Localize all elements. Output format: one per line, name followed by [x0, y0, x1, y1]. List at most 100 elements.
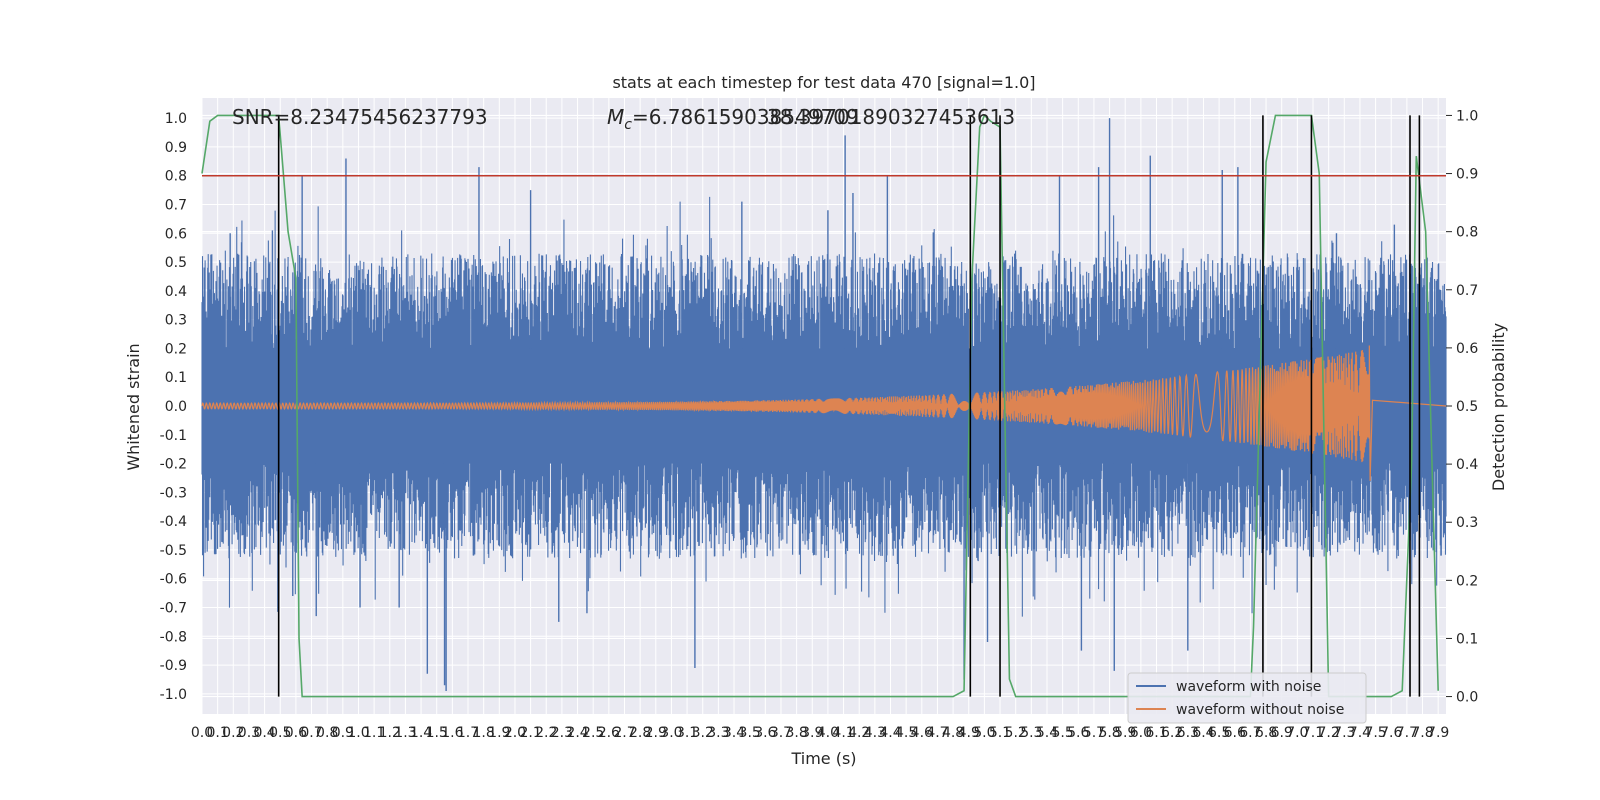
x-tick-label: 0.4 [253, 725, 275, 741]
y2-tick-label: 0.5 [1456, 399, 1478, 415]
x-tick-label: 3.9 [801, 725, 823, 741]
x-tick-label: 4.0 [817, 725, 839, 741]
y2-tick-labels: 1.0 0.9 0.8 0.7 0.6 0.5 0.4 0.3 0.2 0.1 0.0 [1446, 108, 1478, 706]
x-tick-label: 5.3 [1020, 725, 1042, 741]
x-tick-label: 3.4 [723, 725, 745, 741]
y-tick-label: 0.6 [165, 226, 187, 242]
x-tick-label: 5.2 [1005, 725, 1027, 741]
x-tick-label: 5.7 [1083, 725, 1105, 741]
x-tick-label: 2.2 [535, 725, 557, 741]
chirp-mass-value: =6.786159038549709 [632, 105, 859, 129]
x-tick-label: 3.7 [770, 725, 792, 741]
y-tick-label: -1.0 [160, 687, 187, 703]
y-tick-label: -0.1 [160, 428, 187, 444]
y-tick-label: -0.2 [160, 457, 187, 473]
x-tick-label: 1.8 [473, 725, 495, 741]
x-tick-label: 6.1 [1145, 725, 1167, 741]
x-tick-label: 5.9 [1114, 725, 1136, 741]
y-tick-label: -0.8 [160, 629, 187, 645]
chart-title: stats at each timestep for test data 470… [612, 73, 1035, 92]
x-tick-label: 2.6 [598, 725, 620, 741]
y2-tick-label: 0.1 [1456, 631, 1478, 647]
x-tick-label: 2.1 [519, 725, 541, 741]
y2-tick-label: 0.7 [1456, 283, 1478, 299]
clean-waveform-line [201, 345, 1447, 481]
x-tick-label: 6.9 [1271, 725, 1293, 741]
y-tick-label: 0.1 [165, 370, 187, 386]
legend-box [1127, 672, 1367, 724]
x-tick-label: 1.6 [441, 725, 463, 741]
x-tick-label: 0.5 [269, 725, 291, 741]
x-tick-label: 5.1 [989, 725, 1011, 741]
y-tick-label: 0.3 [165, 313, 187, 329]
chirp-mass-symbol: M [607, 105, 624, 129]
x-tick-label: 6.3 [1177, 725, 1199, 741]
x-tick-label: 3.2 [692, 725, 714, 741]
legend-label-clean: waveform without noise [1176, 702, 1344, 718]
y-tick-label: 1.0 [165, 111, 187, 127]
x-tick-label: 4.3 [864, 725, 886, 741]
y-tick-label: -0.6 [160, 572, 187, 588]
x-axis-label: Time (s) [790, 749, 856, 768]
noise-waveform-spikes [229, 118, 1396, 691]
y2-tick-label: 0.4 [1456, 457, 1478, 473]
x-tick-label: 7.8 [1411, 725, 1433, 741]
x-tick-label: 6.7 [1239, 725, 1261, 741]
x-tick-label: 3.6 [754, 725, 776, 741]
x-tick-label: 4.9 [958, 725, 980, 741]
y-tick-label: 0.7 [165, 198, 187, 214]
y-tick-label: 0.5 [165, 255, 187, 271]
chirp-mass-subscript: c [624, 117, 632, 133]
x-tick-label: 6.0 [1130, 725, 1152, 741]
y-tick-label: -0.9 [160, 658, 187, 674]
waveform-without-noise-series [201, 345, 1447, 481]
x-tick-label: 2.5 [582, 725, 604, 741]
vertical-markers [277, 115, 1421, 697]
x-tick-label: 7.4 [1349, 725, 1371, 741]
x-tick-label: 5.0 [973, 725, 995, 741]
y2-tick-label: 0.6 [1456, 341, 1478, 357]
x-tick-label: 7.9 [1427, 725, 1449, 741]
x-tick-label: 2.4 [566, 725, 588, 741]
y-tick-labels: 1.0 0.9 0.8 0.7 0.6 0.5 0.4 0.3 0.2 0.1 0.0 -0.1 -0.… [160, 111, 187, 703]
x-tick-label: 1.3 [394, 725, 416, 741]
x-tick-label: 5.8 [1098, 725, 1120, 741]
x-tick-label: 2.3 [551, 725, 573, 741]
x-tick-label: 6.6 [1224, 725, 1246, 741]
y-tick-label: -0.3 [160, 485, 187, 501]
y-axis-label: Whitened strain [124, 343, 143, 470]
x-tick-label: 1.9 [488, 725, 510, 741]
x-tick-label: 4.5 [895, 725, 917, 741]
x-tick-label: 7.6 [1380, 725, 1402, 741]
y-tick-label: 0.8 [165, 169, 187, 185]
chirp-mass-annotation: Mc=6.786159038549709 [607, 105, 859, 133]
x-tick-label: 3.5 [739, 725, 761, 741]
x-tick-label: 7.1 [1302, 725, 1324, 741]
x-tick-label: 0.9 [332, 725, 354, 741]
y2-tick-label: 0.2 [1456, 573, 1478, 589]
x-tick-label: 7.7 [1396, 725, 1418, 741]
x-tick-label: 0.6 [285, 725, 307, 741]
y-tick-label: -0.5 [160, 543, 187, 559]
y-tick-label: 0.2 [165, 341, 187, 357]
x-tick-label: 2.8 [629, 725, 651, 741]
y2-tick-label: 0.8 [1456, 225, 1478, 241]
x-tick-label: 2.9 [645, 725, 667, 741]
x-tick-label: 2.7 [613, 725, 635, 741]
x-tick-label: 3.3 [707, 725, 729, 741]
x-tick-label: 6.4 [1192, 725, 1214, 741]
x-tick-label: 5.6 [1067, 725, 1089, 741]
x-tick-label: 5.4 [1036, 725, 1058, 741]
y-tick-label: 0.9 [165, 140, 187, 156]
x-tick-label: 4.7 [926, 725, 948, 741]
x-tick-label: 3.8 [785, 725, 807, 741]
y2-tick-label: 0.0 [1456, 690, 1478, 706]
y-tick-label: -0.7 [160, 600, 187, 616]
y-tick-label: -0.4 [160, 514, 187, 530]
y2-axis-label: Detection probability [1489, 323, 1508, 491]
x-tick-label: 7.5 [1364, 725, 1386, 741]
x-tick-label: 5.5 [1051, 725, 1073, 741]
x-tick-label: 4.4 [879, 725, 901, 741]
x-tick-label: 1.4 [410, 725, 432, 741]
y2-tick-label: 0.9 [1456, 167, 1478, 183]
